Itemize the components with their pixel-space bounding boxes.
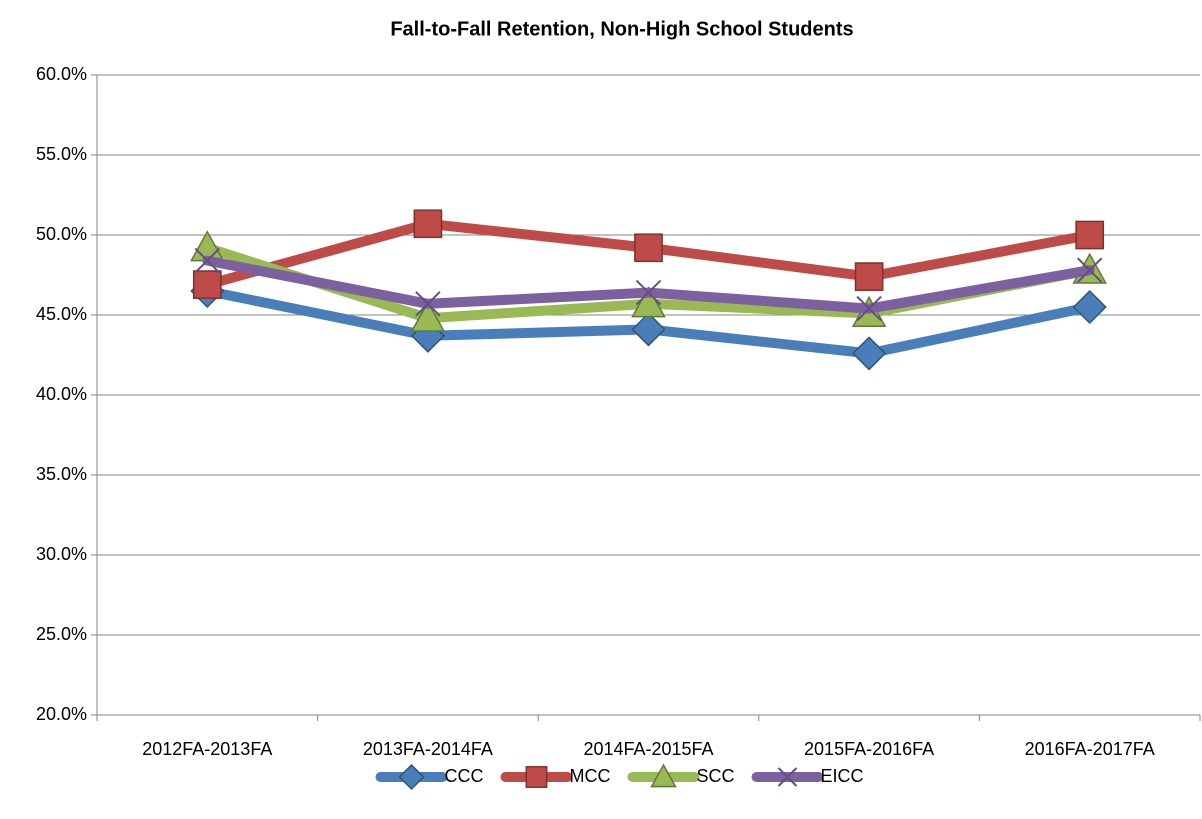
y-tick-label: 35.0% xyxy=(36,464,87,484)
marker xyxy=(854,262,884,291)
y-tick-label: 20.0% xyxy=(36,704,87,724)
legend: CCC MCC SCC EICC xyxy=(375,763,864,791)
y-tick-label: 60.0% xyxy=(36,64,87,84)
x-tick-label: 2014FA-2015FA xyxy=(583,739,713,759)
chart-title: Fall-to-Fall Retention, Non-High School … xyxy=(390,18,853,40)
marker xyxy=(1072,289,1107,325)
marker xyxy=(525,766,548,788)
marker xyxy=(1075,220,1105,250)
y-tick-label: 50.0% xyxy=(36,224,87,244)
y-tick-label: 40.0% xyxy=(36,384,87,404)
legend-label: EICC xyxy=(821,766,864,786)
marker xyxy=(856,295,882,322)
y-tick-label: 45.0% xyxy=(36,304,87,324)
marker xyxy=(410,300,446,332)
y-tick-label: 55.0% xyxy=(36,144,87,164)
marker xyxy=(650,763,677,788)
marker xyxy=(777,767,798,787)
x-tick-label: 2015FA-2016FA xyxy=(804,739,934,759)
marker xyxy=(635,279,662,306)
marker xyxy=(192,270,222,299)
marker xyxy=(634,233,663,263)
marker xyxy=(631,312,666,347)
x-tick-label: 2013FA-2014FA xyxy=(363,739,493,759)
y-tick-label: 30.0% xyxy=(36,544,87,564)
legend-label: SCC xyxy=(696,766,734,786)
marker xyxy=(1076,257,1103,283)
x-tick-label: 2012FA-2013FA xyxy=(142,739,272,759)
x-tick-label: 2016FA-2017FA xyxy=(1025,739,1155,759)
y-tick-label: 25.0% xyxy=(36,624,87,644)
marker xyxy=(398,763,425,791)
legend-label: MCC xyxy=(569,766,610,786)
marker xyxy=(194,247,221,274)
marker xyxy=(852,336,887,371)
marker xyxy=(415,291,441,317)
series xyxy=(192,209,1105,299)
marker xyxy=(413,209,443,239)
legend-label: CCC xyxy=(444,766,483,786)
series xyxy=(194,247,1103,322)
marker xyxy=(631,286,666,318)
